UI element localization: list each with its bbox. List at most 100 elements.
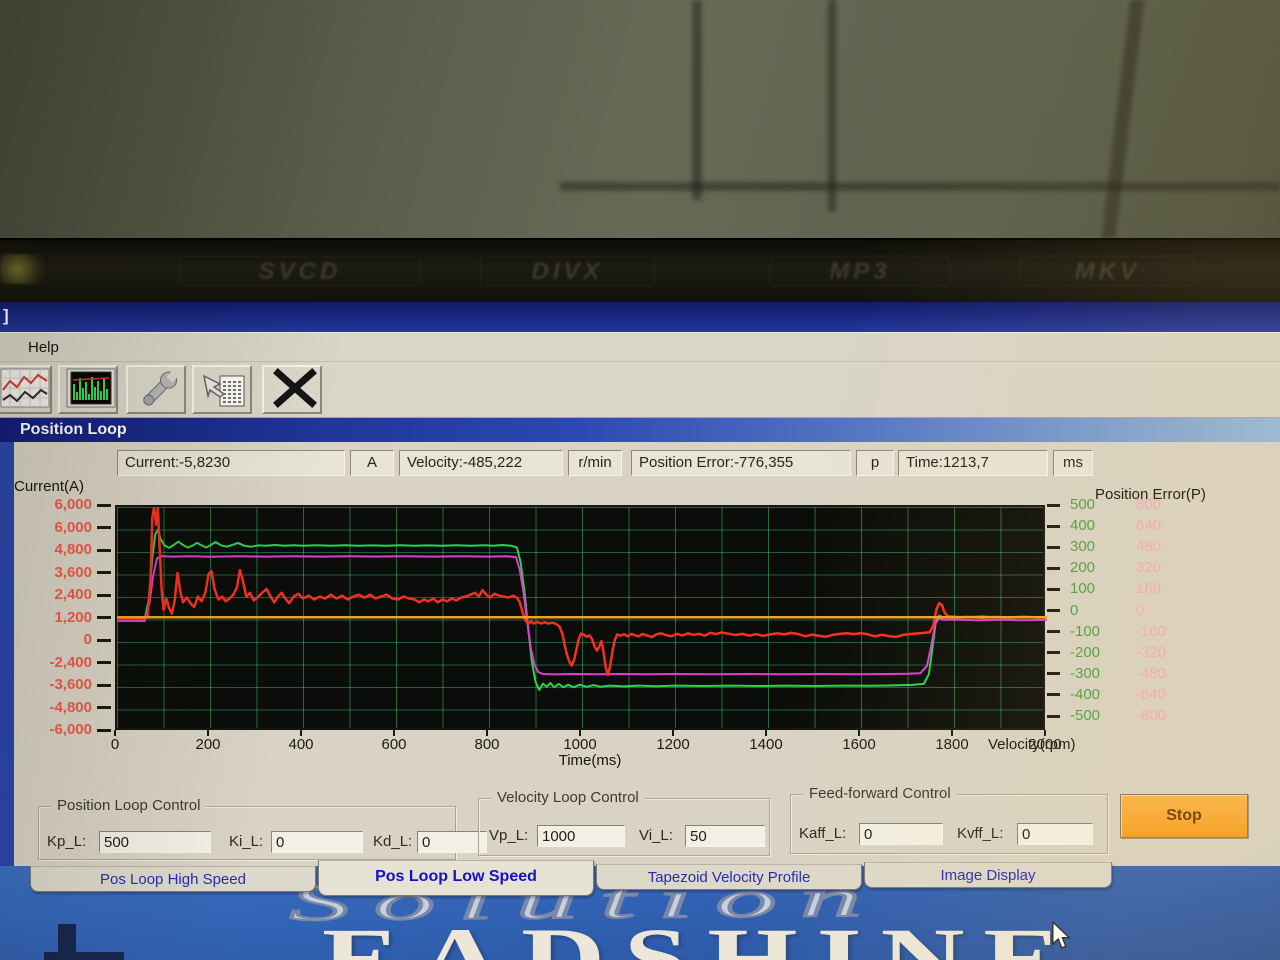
wrench-button[interactable] [126, 365, 186, 414]
time-axis-title: Time(ms) [558, 752, 622, 769]
axis-tick [1047, 524, 1060, 528]
position-loop-control-group: Position Loop Control Kp_L: Ki_L: Kd_L: [38, 797, 487, 860]
trace-current [117, 507, 1047, 677]
velocity-readout: Velocity:-485,222 [399, 450, 563, 476]
axis-tick [1047, 587, 1060, 591]
y-tick-label-current: -4,800 [49, 698, 92, 716]
current-unit: A [350, 450, 394, 476]
kaff-l-label: Kaff_L: [799, 825, 847, 842]
x-tick-label: 1600 [842, 736, 876, 753]
kvff-l-input[interactable] [1017, 823, 1093, 845]
tab-pos-loop-low-speed[interactable]: Pos Loop Low Speed [318, 860, 594, 896]
y-tick-label-pos-error: -800 [1136, 707, 1167, 724]
vp-l-label: Vp_L: [489, 827, 529, 844]
y-tick-label-pos-error: -320 [1136, 643, 1167, 661]
scope-wave-icon [66, 368, 116, 408]
window-title-fragment: ] [3, 306, 9, 325]
close-x-button[interactable] [262, 365, 322, 414]
vi-l-label: Vi_L: [639, 827, 673, 844]
kp-l-input[interactable] [99, 831, 211, 853]
tab-tapezoid-velocity-profile[interactable]: Tapezoid Velocity Profile [596, 864, 862, 890]
bezel-badge: DIVX [480, 256, 655, 286]
time-readout: Time:1213,7 [898, 450, 1048, 476]
y-tick-label-current: 6,000 [54, 518, 92, 536]
bezel-badge: MKV [1020, 256, 1195, 286]
report-hand-icon [202, 374, 245, 407]
current-axis-title: Current(A) [14, 478, 85, 495]
x-tick-label: 0 [110, 736, 120, 753]
wallpaper-text-leadshine: EADSHINE [322, 910, 1080, 960]
x-tick-label: 400 [288, 736, 314, 753]
time-unit: ms [1053, 450, 1093, 476]
y-tick-label-current: -6,000 [49, 721, 92, 738]
axis-tick [97, 548, 111, 552]
kd-l-label: Kd_L: [373, 833, 413, 850]
axis-tick [672, 730, 674, 736]
y-tick-label-pos-error: 160 [1136, 580, 1162, 598]
y-tick-label-velocity: -300 [1070, 664, 1101, 682]
bezel-badge: MP3 [770, 256, 950, 286]
x-tick-label: 1200 [656, 736, 690, 753]
axis-tick [114, 730, 116, 736]
axis-tick [97, 571, 111, 574]
stop-button[interactable]: Stop [1120, 794, 1248, 838]
axis-tick [207, 730, 209, 736]
current-readout: Current:-5,8230 [117, 450, 345, 476]
position-error-axis-title: Position Error(P) [1095, 486, 1206, 503]
axis-tick [97, 661, 111, 664]
y-tick-label-pos-error: -160 [1136, 622, 1167, 640]
position-loop-title: Position Loop [20, 421, 127, 438]
report-hand-button[interactable] [192, 365, 252, 414]
x-tick-label: 200 [195, 736, 221, 753]
axis-tick [97, 728, 111, 732]
oscilloscope-plot[interactable] [115, 505, 1047, 730]
toolbar [0, 362, 1280, 418]
y-tick-label-velocity: 500 [1070, 496, 1096, 513]
vp-l-input[interactable] [537, 825, 625, 847]
wall-seam [692, 0, 702, 200]
y-tick-label-current: 2,400 [54, 586, 92, 603]
window-left-frame [0, 442, 14, 866]
axis-tick [1047, 609, 1060, 612]
axis-tick [1047, 566, 1060, 570]
axis-tick [1044, 730, 1046, 736]
wrench-icon [143, 370, 179, 406]
kaff-l-input[interactable] [859, 823, 943, 845]
x-tick-label: 1400 [749, 736, 783, 753]
y-tick-label-velocity: 0 [1070, 601, 1079, 619]
tab-pos-loop-high-speed[interactable]: Pos Loop High Speed [30, 866, 316, 892]
axis-tick [97, 706, 111, 709]
y-tick-label-velocity: 200 [1070, 559, 1096, 577]
wallpaper-letter-fragment [58, 924, 76, 960]
kd-l-input[interactable] [417, 831, 487, 853]
axis-tick [97, 503, 111, 507]
y-tick-label-velocity: 100 [1070, 580, 1096, 598]
axis-tick [393, 730, 395, 736]
kp-l-label: Kp_L: [47, 833, 87, 850]
y-tick-label-velocity: -100 [1070, 622, 1101, 640]
y-tick-label-pos-error: 0 [1136, 601, 1145, 619]
trend-chart-button[interactable] [0, 365, 52, 414]
y-tick-label-velocity: -200 [1070, 643, 1101, 661]
y-tick-label-pos-error: 800 [1136, 496, 1162, 513]
y-tick-label-current: -2,400 [49, 653, 92, 671]
menu-help[interactable]: Help [28, 339, 59, 356]
position-error-unit: p [856, 450, 894, 476]
ki-l-input[interactable] [271, 831, 363, 853]
axis-tick [486, 730, 488, 736]
vi-l-input[interactable] [685, 825, 765, 847]
background-wall [0, 0, 1280, 238]
scope-wave-button[interactable] [58, 365, 118, 414]
menu-bar: Help [0, 332, 1280, 362]
y-tick-label-pos-error: 320 [1136, 559, 1162, 577]
y-tick-label-pos-error: 480 [1136, 538, 1162, 556]
wall-seam [560, 182, 1280, 191]
y-tick-label-current: 1,200 [54, 608, 92, 626]
wallpaper-letter-fragment [44, 952, 124, 960]
velocity-unit: r/min [568, 450, 622, 476]
tab-image-display[interactable]: Image Display [864, 862, 1112, 888]
velocity-axis-title: Velocity(rpm) [988, 736, 1076, 753]
feed-forward-control-group: Feed-forward Control Kaff_L: Kvff_L: [790, 785, 1108, 854]
close-x-icon [273, 368, 317, 408]
main-window-titlebar: ] [0, 302, 1280, 332]
